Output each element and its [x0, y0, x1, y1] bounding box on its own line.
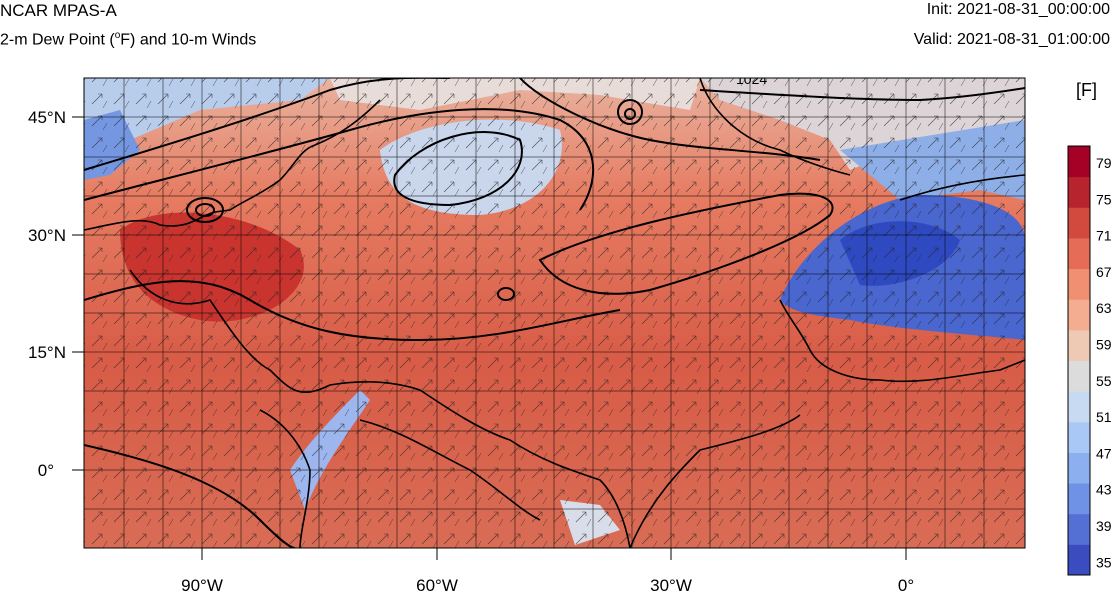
- colorbar-swatch: [1068, 268, 1090, 300]
- lat-label-30n: 30°N: [28, 226, 66, 245]
- colorbar-frame: [1067, 145, 1091, 576]
- colorbar-tick-label: 63: [1096, 300, 1112, 316]
- colorbar-swatch: [1068, 483, 1090, 515]
- lon-label-60w: 60°W: [416, 576, 458, 595]
- colorbar-tick-label: 75: [1096, 191, 1112, 207]
- colorbar-swatch: [1068, 391, 1090, 423]
- field-title-suffix: F) and 10-m Winds: [120, 31, 257, 49]
- colorbar-tick-label: 35: [1096, 554, 1112, 570]
- colorbar-tick-label: 55: [1096, 373, 1112, 389]
- colorbar-tick-label: 71: [1096, 228, 1112, 244]
- colorbar-swatch: [1068, 146, 1090, 178]
- isobar-label: 1024: [736, 71, 767, 87]
- colorbar-swatch: [1068, 513, 1090, 545]
- colorbar-tick-label: 59: [1096, 337, 1112, 353]
- valid-time: Valid: 2021-08-31_01:00:00: [913, 31, 1110, 48]
- lat-label-0: 0°: [38, 461, 54, 480]
- colorbar-swatch: [1068, 360, 1090, 392]
- colorbar-swatch: [1068, 207, 1090, 239]
- colorbar-tick-label: 67: [1096, 264, 1112, 280]
- colorbar-tick-label: 79: [1096, 155, 1112, 171]
- lon-label-90w: 90°W: [181, 576, 223, 595]
- degree-symbol: o: [114, 30, 121, 41]
- colorbar-swatch: [1068, 329, 1090, 361]
- colorbar-unit: [F]: [1076, 80, 1097, 100]
- field-title-prefix: 2-m Dew Point (: [0, 31, 115, 49]
- colorbar-swatch: [1068, 176, 1090, 208]
- init-time: Init: 2021-08-31_00:00:00: [926, 1, 1110, 18]
- dewpoint-field: 1024: [84, 71, 1025, 548]
- colorbar-tick-label: 39: [1096, 518, 1112, 534]
- field-title: 2-m Dew Point (oF) and 10-m Winds: [0, 31, 256, 48]
- axis-ticks: [72, 116, 907, 560]
- colorbar-swatch: [1068, 299, 1090, 331]
- colorbar-swatch: [1068, 421, 1090, 453]
- lat-label-15n: 15°N: [28, 343, 66, 362]
- model-title: NCAR MPAS-A: [0, 1, 117, 20]
- lon-label-30w: 30°W: [650, 576, 692, 595]
- colorbar-swatch: [1068, 452, 1090, 484]
- colorbar-swatch: [1068, 237, 1090, 270]
- colorbar: 79 75 71 67 63 59 55 51 47 43 39 35 [F]: [1067, 80, 1112, 576]
- colorbar-tick-label: 47: [1096, 445, 1112, 461]
- colorbar-tick-label: 43: [1096, 482, 1112, 498]
- plot-frame: [83, 77, 1026, 549]
- colorbar-tick-label: 51: [1096, 409, 1112, 425]
- colorbar-swatch: [1068, 544, 1090, 576]
- lat-label-45n: 45°N: [28, 108, 66, 127]
- lon-label-0: 0°: [898, 576, 914, 595]
